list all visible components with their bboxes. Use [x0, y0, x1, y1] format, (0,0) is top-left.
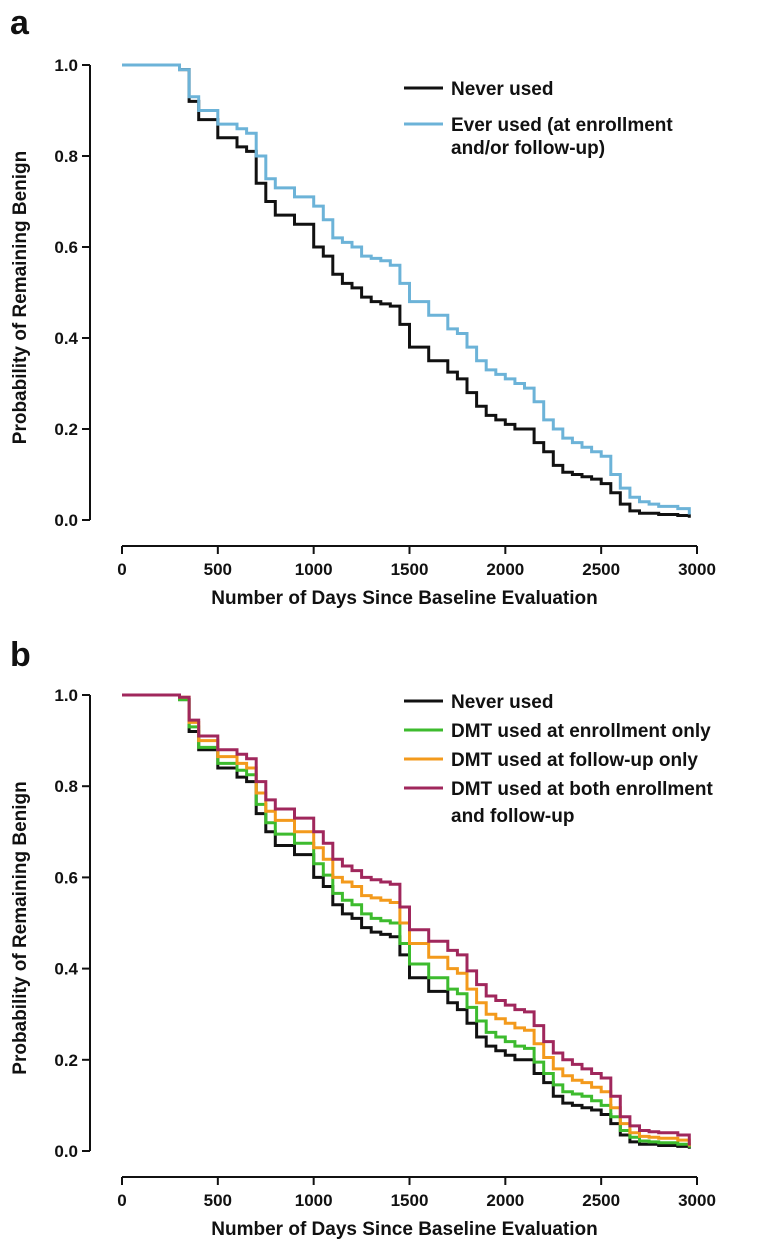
panel-a-y-axis-label: Probability of Remaining Benign: [10, 151, 31, 444]
panel-a-series-1-line: [122, 63, 691, 518]
panel-a-x-tick-label: 3000: [678, 560, 716, 579]
panel-a-legend-label: Ever used (at enrollment: [451, 115, 673, 136]
panel-a-x-tick-label: 1500: [391, 560, 429, 579]
panel-a-y-tick-label: 0.6: [54, 238, 78, 257]
panel-a-legend-label: Never used: [451, 79, 553, 100]
panel-a-x-tick-label: 2500: [582, 560, 620, 579]
panel-b-x-tick-label: 1500: [391, 1191, 429, 1210]
panel-a-series-2-line: [122, 63, 691, 515]
panel-b-y-tick-label: 0.6: [54, 868, 78, 887]
panel-a-x-axis-label: Number of Days Since Baseline Evaluation: [211, 588, 597, 609]
panel-a-x-tick-label: 500: [204, 560, 232, 579]
panel-b-x-tick-label: 2000: [486, 1191, 524, 1210]
panel-b-series-4-line: [122, 693, 691, 1146]
panel-b-y-tick-label: 0.8: [54, 777, 78, 796]
panel-b-letter: b: [10, 636, 31, 674]
panel-b-series-1-line: [122, 693, 691, 1149]
panel-b-legend: Never used DMT used at enrollment only DMT…: [404, 692, 713, 827]
panel-a-y-tick-label: 0.4: [54, 329, 78, 348]
panel-b-series-2-line: [122, 693, 691, 1148]
panel-b-legend-label: DMT used at both enrollment: [451, 779, 713, 800]
panel-b-y-axis-label: Probability of Remaining Benign: [10, 781, 31, 1074]
panel-a-x-tick-label: 0: [117, 560, 126, 579]
panel-b-x-tick-label: 0: [117, 1191, 126, 1210]
panel-b-y-tick-label: 0.4: [54, 960, 78, 979]
panel-b-legend-label: DMT used at follow-up only: [451, 750, 698, 771]
panel-a-y-tick-label: 0.0: [54, 511, 78, 530]
panel-b-legend-label: and follow-up: [451, 806, 574, 827]
panel-b-y-tick-label: 1.0: [54, 686, 78, 705]
panel-b-x-axis-label: Number of Days Since Baseline Evaluation: [211, 1219, 597, 1239]
panel-a: a 0.0 0.2 0.4 0.6 0.8 1.0 0 500 1000 1500 2000 2500 3…: [10, 4, 716, 609]
panel-a-legend-label: and/or follow-up): [451, 138, 605, 159]
panel-b-series-3-line: [122, 693, 691, 1147]
panel-b-legend-label: Never used: [451, 692, 553, 713]
panel-b-x-tick-label: 3000: [678, 1191, 716, 1210]
panel-a-x-tick-label: 1000: [295, 560, 333, 579]
panel-b-x-tick-label: 2500: [582, 1191, 620, 1210]
panel-a-y-tick-label: 0.8: [54, 147, 78, 166]
panel-a-x-tick-label: 2000: [486, 560, 524, 579]
panel-b-x-tick-label: 1000: [295, 1191, 333, 1210]
panel-a-letter: a: [10, 4, 30, 42]
panel-a-y-tick-label: 1.0: [54, 56, 78, 75]
panel-a-legend: Never used Ever used (at enrollmentand/or…: [404, 79, 673, 159]
panel-b-y-tick-label: 0.2: [54, 1051, 78, 1070]
panel-b-y-tick-label: 0.0: [54, 1142, 78, 1161]
panel-b: b 0.0 0.2 0.4 0.6 0.8 1.0 0 500 1000 1500 2000 2500 3…: [10, 636, 716, 1239]
panel-b-x-tick-label: 500: [204, 1191, 232, 1210]
panel-b-legend-label: DMT used at enrollment only: [451, 721, 711, 742]
panel-a-y-tick-label: 0.2: [54, 420, 78, 439]
